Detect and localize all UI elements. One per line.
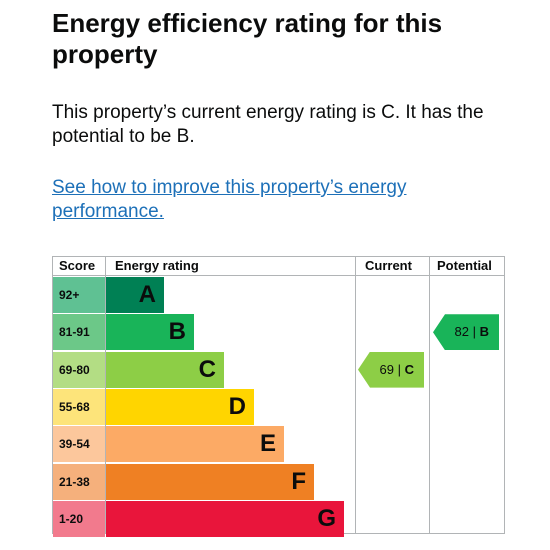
potential-rating-letter: B: [479, 324, 489, 340]
score-cell: 81-91: [53, 314, 105, 351]
score-cell: 55-68: [53, 388, 105, 425]
header-energy-rating: Energy rating: [115, 258, 199, 273]
header-current: Current: [365, 258, 412, 273]
score-cell: 1-20: [53, 500, 105, 537]
column-divider: [355, 257, 356, 533]
rating-bar-f: F: [106, 463, 314, 500]
rating-bar-e: E: [106, 426, 284, 463]
potential-rating-separator: |: [472, 324, 476, 340]
energy-rating-table: Score Energy rating Current Potential 92…: [52, 256, 505, 537]
rating-bar-d: D: [106, 388, 254, 425]
current-rating-separator: |: [397, 361, 401, 377]
current-rating-letter: C: [404, 361, 414, 377]
rating-bar-c: C: [106, 351, 224, 388]
rating-bar-b: B: [106, 314, 194, 351]
header-divider: [53, 275, 504, 276]
improve-performance-link[interactable]: See how to improve this property’s energ…: [52, 177, 407, 222]
current-rating-arrow: 69 | C: [358, 351, 424, 388]
column-divider: [105, 257, 106, 533]
potential-rating-arrow: 82 | B: [433, 314, 499, 351]
column-divider: [429, 257, 430, 533]
page-title: Energy efficiency rating for this proper…: [52, 8, 443, 69]
rating-summary: This property’s current energy rating is…: [52, 102, 484, 147]
rating-bar-a: A: [106, 277, 164, 313]
score-cell: 39-54: [53, 426, 105, 463]
score-cell: 21-38: [53, 463, 105, 500]
score-cell: 92+: [53, 277, 105, 313]
potential-rating-value: 82: [454, 324, 469, 340]
header-score: Score: [59, 258, 96, 273]
current-rating-value: 69: [379, 361, 394, 377]
header-potential: Potential: [437, 258, 492, 273]
score-cell: 69-80: [53, 351, 105, 388]
rating-bar-g: G: [106, 500, 344, 537]
